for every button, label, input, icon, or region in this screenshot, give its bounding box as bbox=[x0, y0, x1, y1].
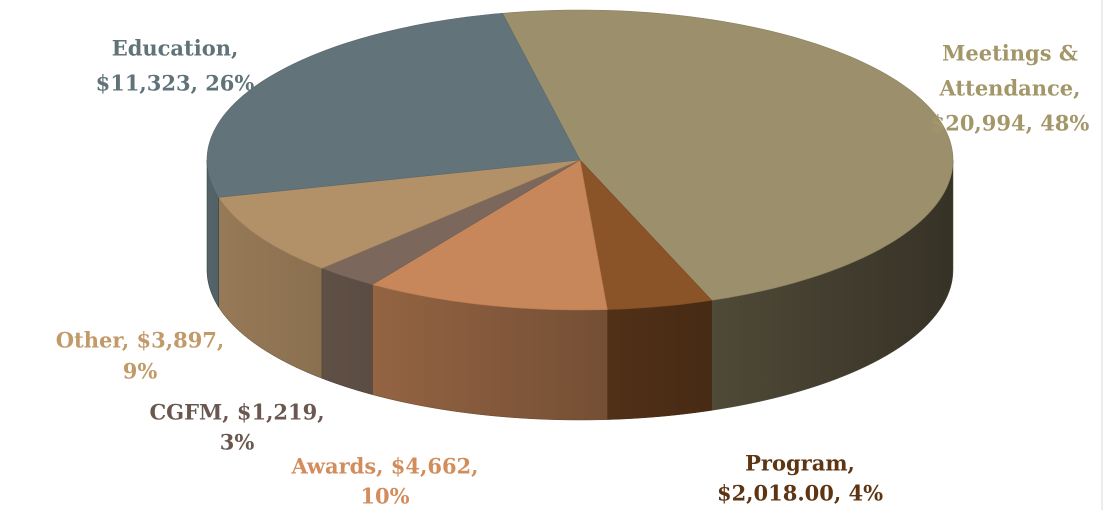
data-label: Awards, $4,662, bbox=[290, 454, 478, 479]
data-label: Education, bbox=[112, 36, 239, 61]
slice-side bbox=[607, 300, 712, 420]
data-label: Attendance, bbox=[939, 76, 1081, 101]
pie-tops bbox=[206, 9, 954, 311]
data-label: $11,323, 26% bbox=[96, 71, 255, 96]
data-label: Other, $3,897, bbox=[56, 328, 224, 353]
data-labels: Meetings & Attendance, $20,994, 48% Program… bbox=[56, 36, 1090, 509]
data-label: 9% bbox=[123, 359, 158, 384]
slice bbox=[218, 159, 581, 269]
data-label: 10% bbox=[360, 484, 409, 509]
slice bbox=[579, 159, 713, 310]
slice bbox=[371, 159, 608, 311]
data-label: Meetings & bbox=[942, 41, 1078, 66]
slice bbox=[206, 12, 581, 198]
data-label: CGFM, $1,219, bbox=[149, 400, 324, 425]
data-label: $2,018.00, 4% bbox=[717, 481, 883, 506]
slice bbox=[321, 159, 581, 285]
slice bbox=[501, 9, 954, 301]
data-label: Program, bbox=[745, 451, 855, 476]
slice-side bbox=[321, 267, 373, 395]
data-label: 3% bbox=[220, 430, 255, 455]
data-label: $20,994, 48% bbox=[931, 111, 1090, 136]
